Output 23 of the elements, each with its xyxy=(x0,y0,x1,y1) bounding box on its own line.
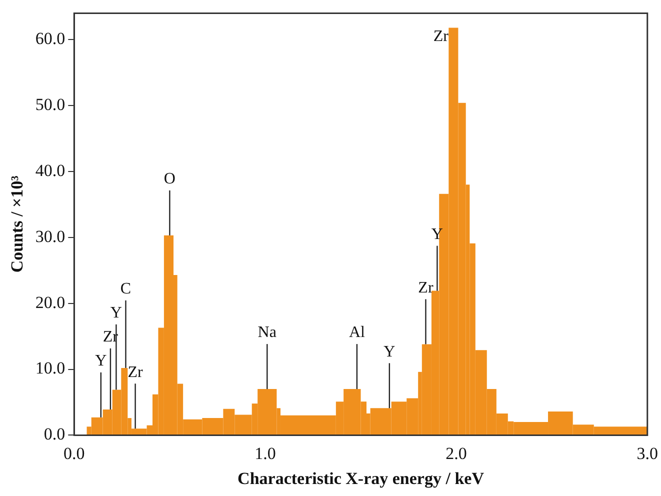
y-tick-label: 20.0 xyxy=(35,292,66,312)
x-axis-title: Characteristic X-ray energy / keV xyxy=(238,469,485,488)
annotation: C xyxy=(120,280,132,298)
y-tick-label: 60.0 xyxy=(35,29,66,48)
annotation: O xyxy=(164,170,176,188)
y-axis-title: Counts / ×10³ xyxy=(8,176,27,273)
x-tick-label: 3.0 xyxy=(636,444,658,463)
annotation: Na xyxy=(258,324,276,342)
annotation: Y xyxy=(95,352,108,370)
y-tick-label: 30.0 xyxy=(35,226,66,246)
x-tick-label: 2.0 xyxy=(446,444,467,463)
annotation: Y xyxy=(384,343,396,360)
annotation: Y xyxy=(110,304,122,322)
x-tick-label: 0.0 xyxy=(64,444,85,463)
y-tick-label: 10.0 xyxy=(35,358,66,378)
x-tick-label: 1.0 xyxy=(254,444,276,463)
y-tick-label: 50.0 xyxy=(35,94,66,114)
annotation: Zr xyxy=(128,364,144,381)
y-tick-label: 40.0 xyxy=(35,160,66,180)
annotation: Al xyxy=(348,324,366,342)
annotation: Zr xyxy=(418,279,434,296)
y-tick-label: 0.0 xyxy=(44,424,66,444)
annotation: Zr xyxy=(433,28,450,45)
